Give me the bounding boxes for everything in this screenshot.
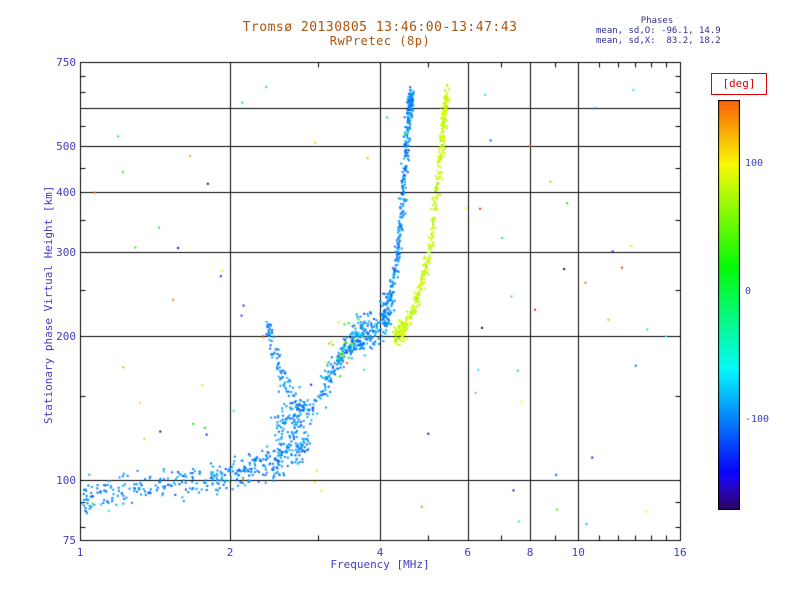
y-tick-label: 300 <box>56 246 76 260</box>
colorbar-gradient <box>718 100 740 510</box>
y-tick-label: 400 <box>56 186 76 200</box>
plot-subtitle: RwPretec (8p) <box>329 34 431 48</box>
colorbar-tick-label: 0 <box>745 286 752 298</box>
x-tick-label: 8 <box>526 546 534 559</box>
colorbar-tick-label: -100 <box>745 414 770 426</box>
y-tick-label: 750 <box>56 56 76 69</box>
y-tick-label: 500 <box>56 140 76 154</box>
x-tick-label: 1 <box>76 546 84 559</box>
y-tick-label: 75 <box>62 534 76 547</box>
phase-stats-title: Phases <box>640 16 674 26</box>
y-tick-label: 100 <box>56 474 76 488</box>
x-tick-label: 6 <box>464 546 472 559</box>
plot-title: Tromsø 20130805 13:46:00-13:47:43 <box>242 20 518 35</box>
x-tick-label: 16 <box>673 546 687 559</box>
x-tick-label: 4 <box>376 546 384 559</box>
colorbar-unit-label: [deg] <box>711 73 767 95</box>
y-tick-label: 200 <box>56 330 76 344</box>
colorbar-tick-label: 100 <box>745 158 764 170</box>
y-axis-label: Stationary phase Virtual Height [km] <box>42 185 55 424</box>
phase-stats-o-mode: mean, sd,O: -96.1, 14.9 <box>596 26 721 36</box>
phase-stats: Phases mean, sd,O: -96.1, 14.9 mean, sd,… <box>596 16 721 46</box>
x-axis-label: Frequency [MHz] <box>330 558 430 571</box>
phase-stats-x-mode: mean, sd,X: 83.2, 18.2 <box>596 36 721 46</box>
x-tick-label: 10 <box>571 546 585 559</box>
x-tick-label: 2 <box>226 546 234 559</box>
